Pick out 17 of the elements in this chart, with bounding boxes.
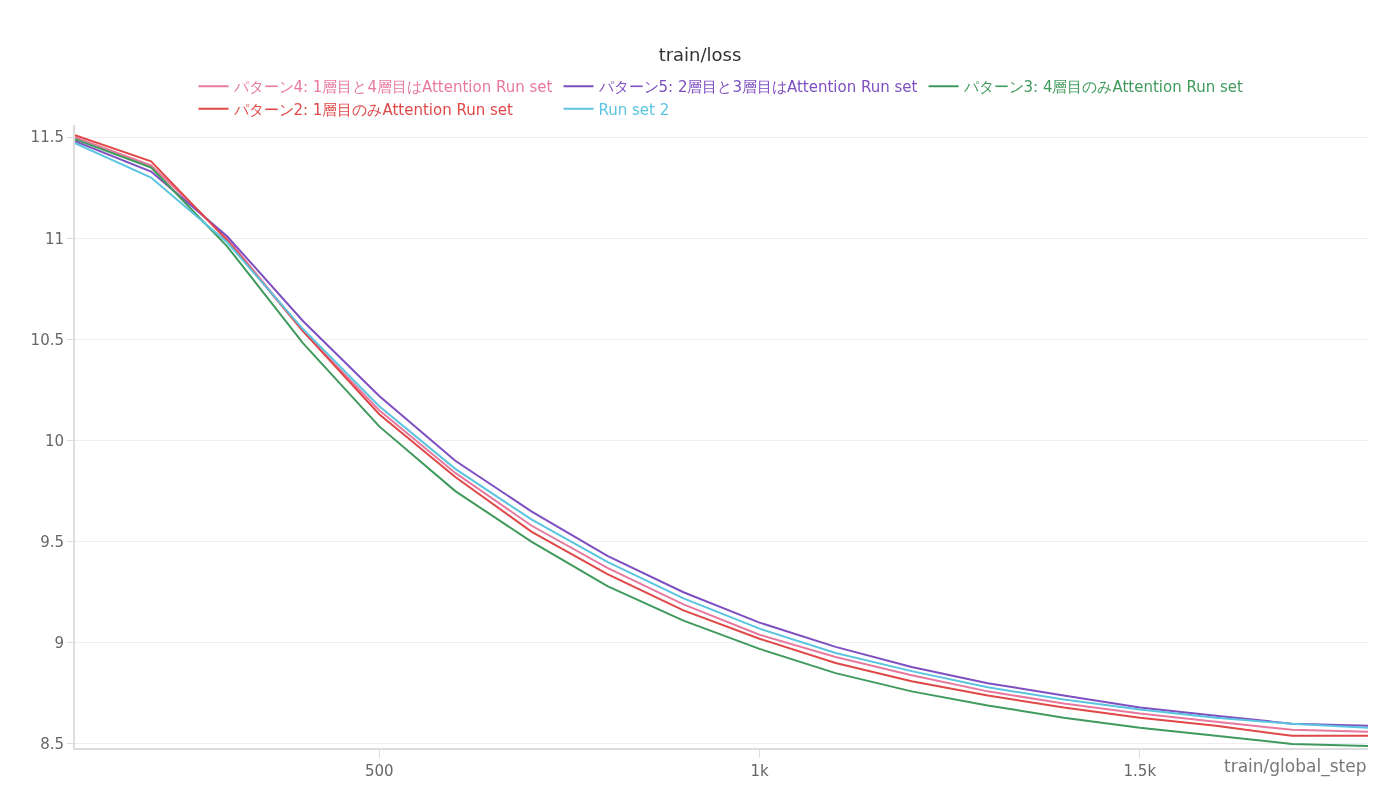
- chart-title: train/loss: [658, 43, 742, 65]
- y-tick-label: 9: [54, 634, 64, 653]
- legend-label: パターン2: 1層目のみAttention Run set: [232, 100, 513, 119]
- y-tick-label: 9.5: [40, 532, 64, 551]
- legend-label: パターン5: 2層目と3層目はAttention Run set: [597, 78, 918, 97]
- y-tick-label: 11.5: [30, 128, 64, 147]
- y-tick-label: 10.5: [30, 330, 64, 349]
- y-tick-label: 10: [44, 431, 64, 450]
- legend-label: パターン4: 1層目と4層目はAttention Run set: [232, 78, 553, 97]
- legend-label: パターン3: 4層目のみAttention Run set: [962, 78, 1244, 97]
- legend-label: Run set 2: [598, 100, 670, 119]
- x-tick-label: 1k: [750, 762, 769, 780]
- y-tick-label: 8.5: [40, 735, 64, 754]
- x-axis-title: train/global_step: [1224, 756, 1367, 777]
- x-tick-label: 500: [364, 762, 394, 780]
- x-tick-label: 1.5k: [1123, 762, 1157, 780]
- y-tick-label: 11: [44, 229, 64, 248]
